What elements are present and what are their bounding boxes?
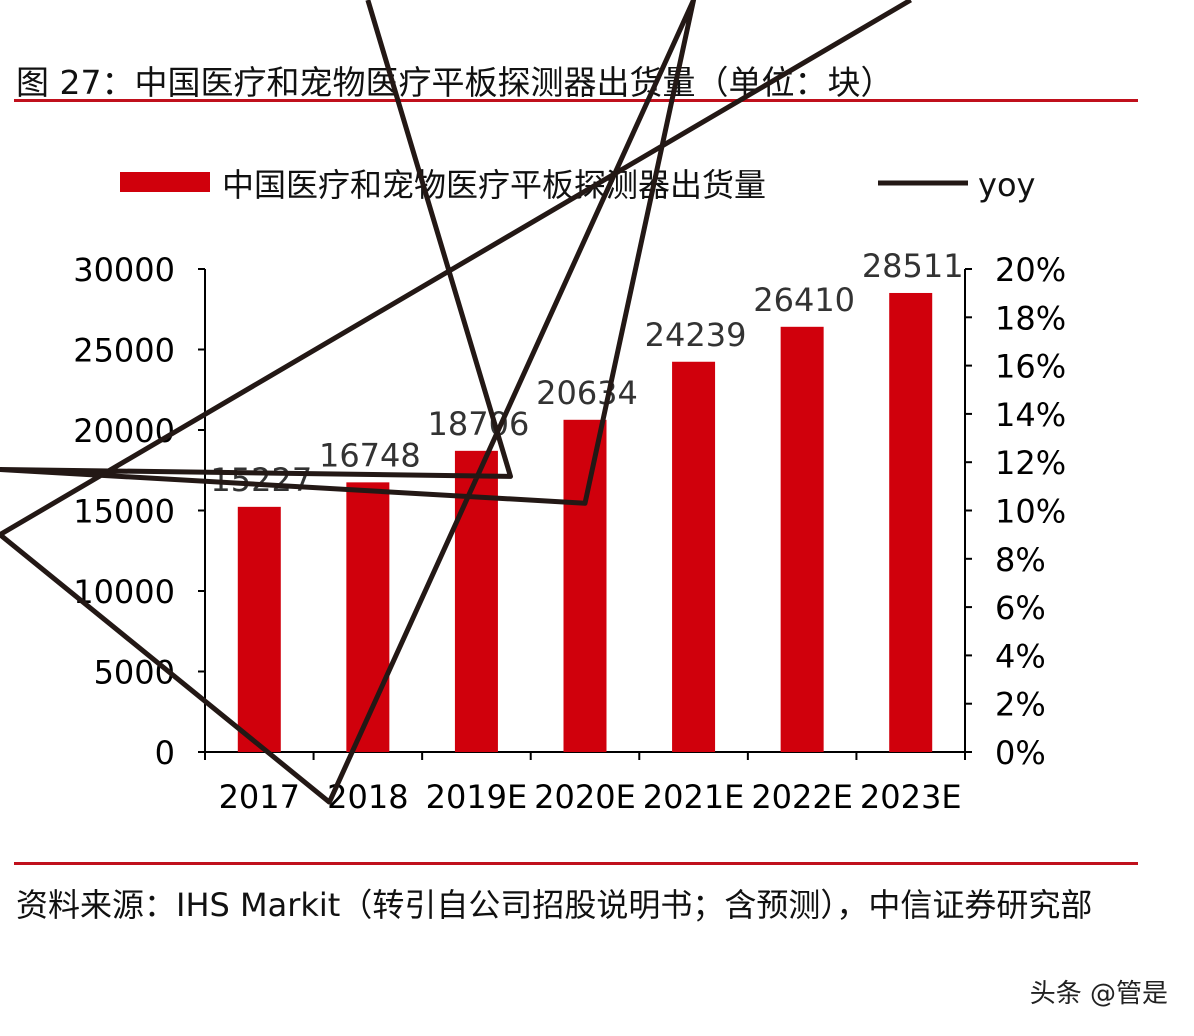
right-tick-label: 0% <box>995 734 1046 772</box>
bar-value-label: 28511 <box>862 247 964 285</box>
right-tick-label: 12% <box>995 444 1066 482</box>
bar <box>672 361 716 752</box>
chart: 中国医疗和宠物医疗平板探测器出货量 yoy05000100001500020000… <box>0 0 1066 816</box>
title-rule <box>14 99 1138 102</box>
right-tick-label: 8% <box>995 541 1046 579</box>
bar-value-label: 16748 <box>319 436 421 474</box>
legend-line-label: yoy <box>978 166 1035 204</box>
bar <box>346 482 390 752</box>
legend-bar-label: 中国医疗和宠物医疗平板探测器出货量 <box>222 166 766 204</box>
left-tick-label: 5000 <box>94 654 175 692</box>
left-tick-label: 30000 <box>73 251 175 289</box>
source-rule <box>14 862 1138 865</box>
right-tick-label: 2% <box>995 686 1046 724</box>
right-tick-label: 18% <box>995 299 1066 337</box>
bar-value-label: 18706 <box>428 405 530 443</box>
legend-bar-swatch <box>120 172 210 192</box>
bar <box>454 450 498 752</box>
bar <box>780 326 824 752</box>
left-tick-label: 20000 <box>73 412 175 450</box>
x-tick-label: 2018 <box>327 778 408 816</box>
left-tick-label: 25000 <box>73 332 175 370</box>
x-tick-label: 2017 <box>219 778 300 816</box>
right-tick-label: 10% <box>995 493 1066 531</box>
yoy-line <box>0 0 912 805</box>
source-note: 资料来源：IHS Markit（转引自公司招股说明书；含预测），中信证券研究部 <box>16 886 1093 924</box>
right-tick-label: 6% <box>995 589 1046 627</box>
bar <box>889 292 933 752</box>
x-tick-label: 2019E <box>426 778 528 816</box>
left-tick-label: 0 <box>155 734 175 772</box>
bar-value-label: 20634 <box>536 374 638 412</box>
right-tick-label: 4% <box>995 637 1046 675</box>
right-tick-label: 20% <box>995 251 1066 289</box>
bar-value-label: 15227 <box>210 461 312 499</box>
left-tick-label: 15000 <box>73 493 175 531</box>
bar <box>237 506 281 752</box>
bar-value-label: 26410 <box>753 281 855 319</box>
right-tick-label: 16% <box>995 348 1066 386</box>
x-tick-label: 2022E <box>751 778 853 816</box>
x-tick-label: 2020E <box>534 778 636 816</box>
bar-value-label: 24239 <box>645 316 747 354</box>
right-tick-label: 14% <box>995 396 1066 434</box>
bar <box>563 419 607 752</box>
x-tick-label: 2021E <box>643 778 745 816</box>
watermark: 头条 @管是 <box>1029 979 1168 1009</box>
x-tick-label: 2023E <box>860 778 962 816</box>
